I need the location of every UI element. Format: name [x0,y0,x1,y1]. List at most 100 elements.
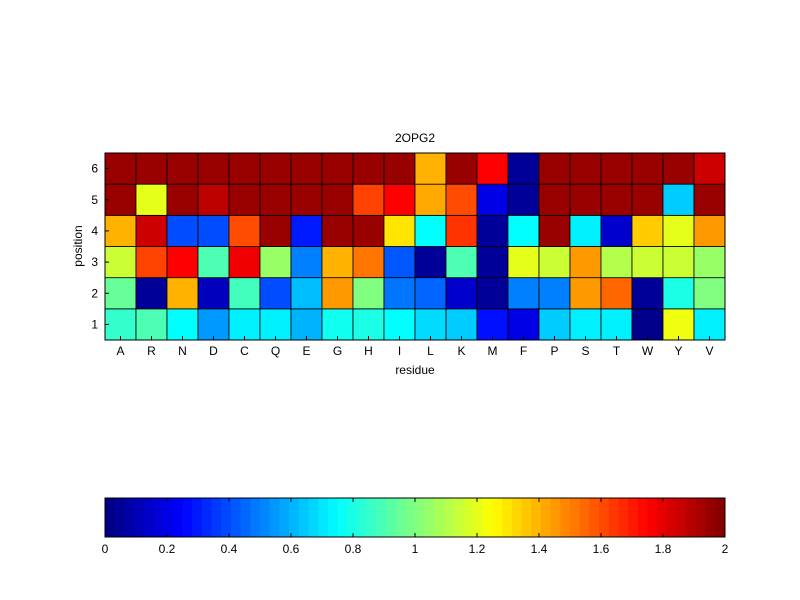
colorbar-band [473,498,484,537]
heatmap-cell-Q-3 [259,246,292,279]
heatmap-cell-Y-6 [662,152,695,185]
heatmap-cell-D-3 [197,246,230,279]
colorbar-band [647,498,658,537]
heatmap-cell-V-6 [693,152,726,185]
colorbar-band [124,498,135,537]
colorbar-band [153,498,164,537]
heatmap-cell-D-5 [197,183,230,216]
colorbar-tick-label: 0.6 [283,542,300,556]
heatmap-cell-H-2 [352,277,385,310]
heatmap-cell-N-3 [166,246,199,279]
colorbar-band [637,498,648,537]
colorbar-band [211,498,222,537]
colorbar-band [395,498,406,537]
heatmap-cell-H-3 [352,246,385,279]
heatmap-cell-A-1 [104,308,137,341]
heatmap-cell-K-4 [445,214,478,247]
heatmap-cell-T-1 [600,308,633,341]
heatmap-cell-L-3 [414,246,447,279]
heatmap-cell-K-1 [445,308,478,341]
heatmap-cell-Q-5 [259,183,292,216]
heatmap-cell-N-1 [166,308,199,341]
heatmap-cell-H-6 [352,152,385,185]
heatmap-cell-A-6 [104,152,137,185]
x-tick-label-I: I [398,344,401,358]
colorbar-band [705,498,716,537]
y-tick-label-4: 4 [91,224,98,238]
heatmap-cell-F-3 [507,246,540,279]
colorbar-band [715,498,726,537]
colorbar-band [182,498,193,537]
heatmap-cell-N-6 [166,152,199,185]
x-tick-label-S: S [581,344,589,358]
heatmap-cell-V-4 [693,214,726,247]
colorbar-tick-label: 0.8 [345,542,362,556]
heatmap-cell-P-2 [538,277,571,310]
heatmap-cell-R-3 [135,246,168,279]
x-tick-label-M: M [488,344,498,358]
heatmap-cell-I-4 [383,214,416,247]
heatmap-cell-K-6 [445,152,478,185]
heatmap-cell-Q-6 [259,152,292,185]
heatmap-cell-L-1 [414,308,447,341]
heatmap-cell-Q-2 [259,277,292,310]
colorbar-band [628,498,639,537]
colorbar-band [570,498,581,537]
heatmap-cell-Q-4 [259,214,292,247]
colorbar-band [405,498,416,537]
x-tick-label-D: D [209,344,218,358]
heatmap-cell-W-5 [631,183,664,216]
colorbar-tick-label: 1 [412,542,419,556]
heatmap-cell-F-6 [507,152,540,185]
colorbar-tick-label: 0.4 [221,542,238,556]
heatmap-cell-P-6 [538,152,571,185]
heatmap-cell-G-1 [321,308,354,341]
heatmap-cell-C-2 [228,277,261,310]
x-tick-label-H: H [364,344,373,358]
colorbar-band [502,498,513,537]
heatmap-cell-L-6 [414,152,447,185]
x-tick-label-E: E [302,344,310,358]
x-tick-label-R: R [147,344,156,358]
heatmap-cell-F-4 [507,214,540,247]
colorbar-band [163,498,174,537]
colorbar-band [337,498,348,537]
colorbar-band [463,498,474,537]
heatmap-cell-A-4 [104,214,137,247]
colorbar-tick-label: 1.8 [655,542,672,556]
colorbar-band [424,498,435,537]
x-tick-label-G: G [333,344,342,358]
heatmap-cell-M-4 [476,214,509,247]
colorbar-band [415,498,426,537]
heatmap-cell-I-5 [383,183,416,216]
colorbar-band [550,498,561,537]
heatmap-cell-D-2 [197,277,230,310]
heatmap-cell-N-5 [166,183,199,216]
colorbar-band [695,498,707,537]
colorbar-band [434,498,445,537]
heatmap-cell-W-2 [631,277,664,310]
heatmap-cell-I-3 [383,246,416,279]
heatmap-cell-P-1 [538,308,571,341]
colorbar-band [289,498,300,537]
colorbar-band [134,498,145,537]
colorbar-band [579,498,590,537]
x-tick-label-N: N [178,344,187,358]
heatmap-cell-R-6 [135,152,168,185]
heatmap-cell-E-1 [290,308,323,341]
x-tick-label-P: P [550,344,558,358]
heatmap-cell-M-3 [476,246,509,279]
heatmap-cell-W-3 [631,246,664,279]
heatmap-cell-F-5 [507,183,540,216]
colorbar-band [347,498,358,537]
heatmap-cell-M-1 [476,308,509,341]
heatmap-cell-V-1 [693,308,726,341]
heatmap-cell-S-4 [569,214,602,247]
x-tick-label-K: K [457,344,465,358]
heatmap-cell-S-1 [569,308,602,341]
colorbar-band [686,498,697,537]
colorbar-band [327,498,338,537]
colorbar-band [657,498,668,537]
heatmap-cell-S-6 [569,152,602,185]
